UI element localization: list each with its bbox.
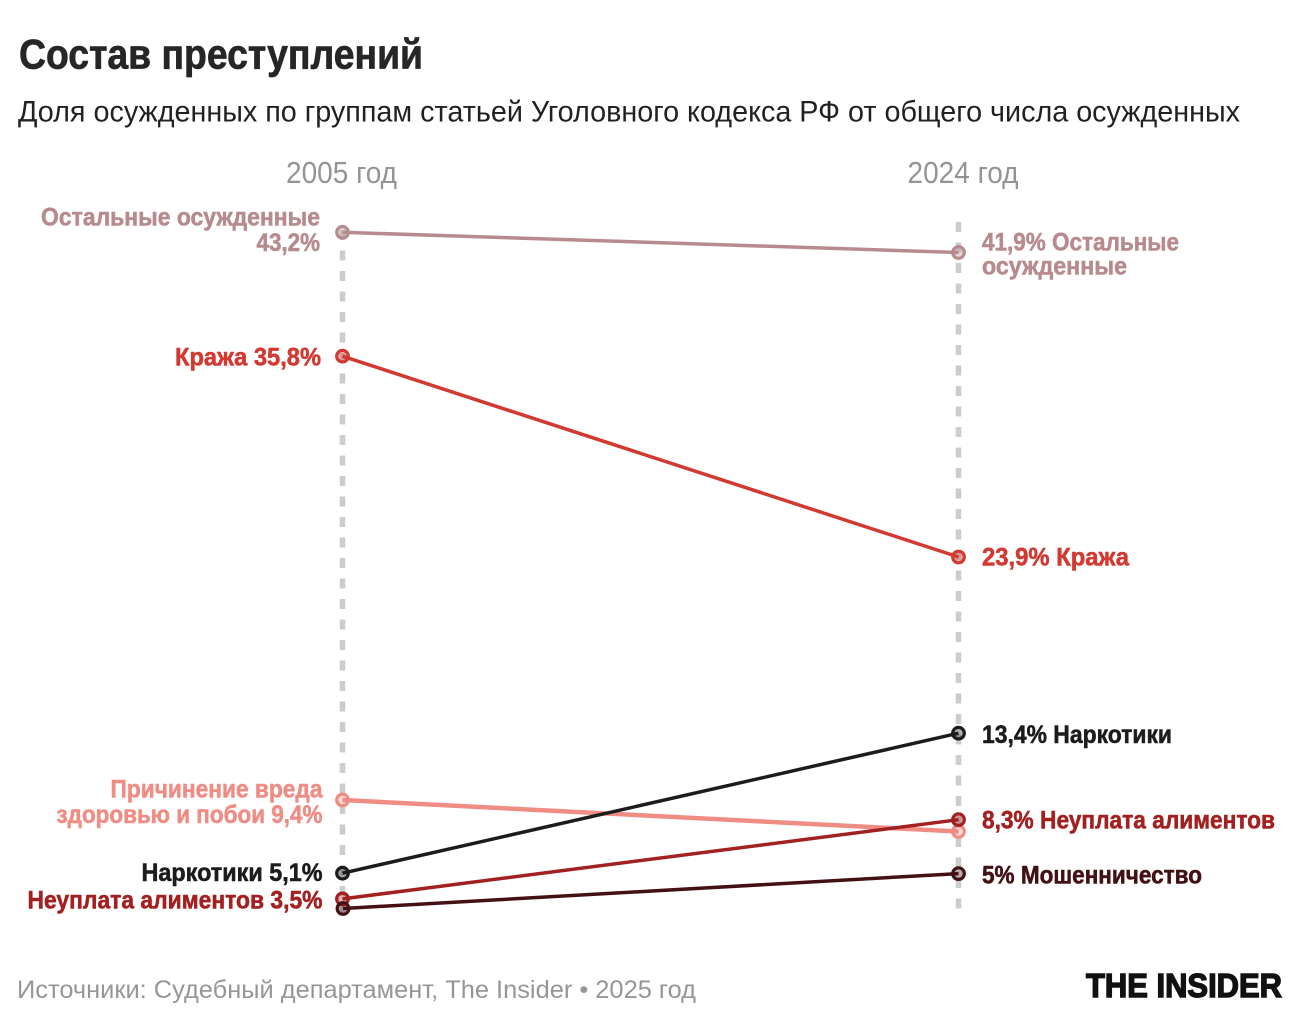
svg-text:Источники: Судебный департамен: Источники: Судебный департамент, The Ins… [17, 976, 696, 1004]
svg-text:Неуплата алиментов 3,5%: Неуплата алиментов 3,5% [28, 887, 323, 915]
svg-text:2024 год: 2024 год [908, 155, 1019, 190]
svg-text:5% Мошенничество: 5% Мошенничество [982, 861, 1202, 889]
svg-text:Состав преступлений: Состав преступлений [19, 31, 423, 78]
svg-text:Остальные осужденные: Остальные осужденные [41, 204, 320, 232]
svg-text:осужденные: осужденные [982, 253, 1127, 281]
svg-text:8,3% Неуплата алиментов: 8,3% Неуплата алиментов [982, 806, 1275, 834]
svg-text:здоровью и побои 9,4%: здоровью и побои 9,4% [57, 801, 323, 829]
svg-text:23,9% Кража: 23,9% Кража [982, 544, 1130, 572]
svg-text:Кража 35,8%: Кража 35,8% [175, 343, 321, 371]
svg-text:Причинение вреда: Причинение вреда [111, 776, 324, 804]
svg-text:Доля осужденных по группам ста: Доля осужденных по группам статьей Уголо… [18, 96, 1240, 129]
svg-text:43,2%: 43,2% [257, 229, 321, 257]
svg-text:13,4% Наркотики: 13,4% Наркотики [982, 721, 1172, 749]
svg-text:THE INSIDER: THE INSIDER [1086, 967, 1282, 1004]
svg-text:2005 год: 2005 год [286, 155, 397, 190]
svg-text:41,9% Остальные: 41,9% Остальные [982, 229, 1179, 257]
svg-text:Наркотики 5,1%: Наркотики 5,1% [142, 859, 323, 887]
